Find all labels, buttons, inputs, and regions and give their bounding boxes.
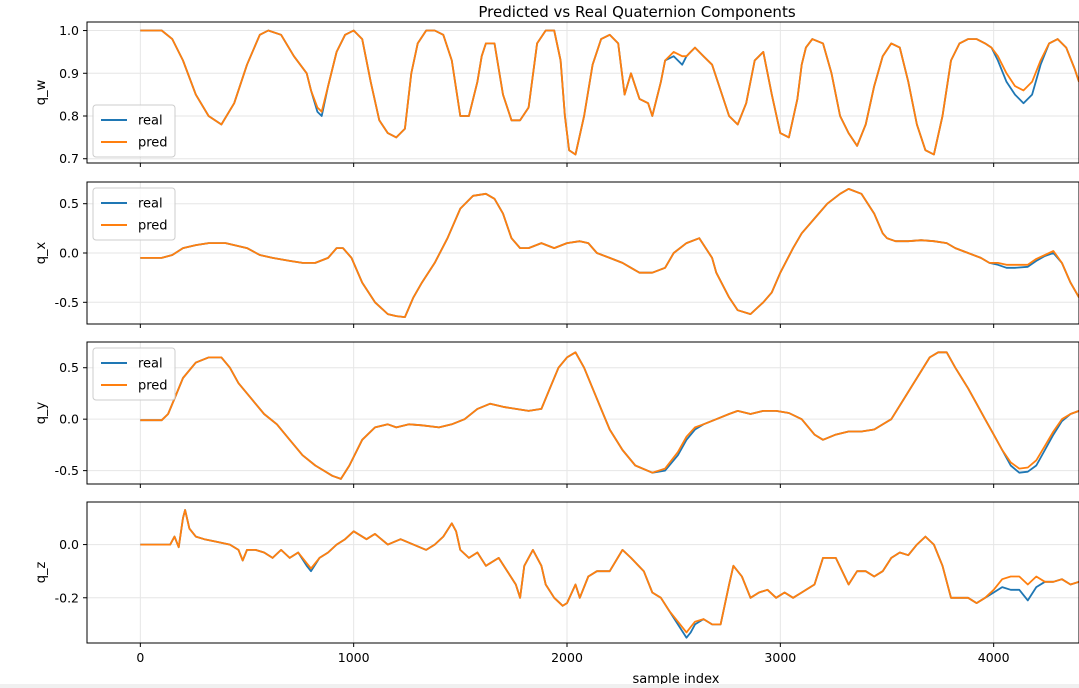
y-tick-label: 0.0	[59, 246, 79, 261]
legend-label-pred: pred	[138, 219, 168, 234]
x-tick-label: 2000	[551, 650, 583, 665]
legend-label-real: real	[138, 114, 163, 129]
y-axis-label: q_z	[34, 562, 49, 584]
legend: real pred	[92, 104, 176, 158]
subplots: 0.70.80.91.0q_wrealpred-0.50.00.5q_xreal…	[34, 21, 1079, 665]
legend-label-pred: pred	[138, 136, 168, 151]
series-group	[140, 509, 1079, 639]
y-tick-label: 0.7	[59, 151, 79, 166]
series-group	[140, 351, 1079, 480]
y-tick-label: 0.8	[59, 109, 79, 124]
figure-title: Predicted vs Real Quaternion Components	[478, 3, 795, 21]
y-tick-label: -0.5	[55, 295, 79, 310]
legend-box	[92, 347, 176, 401]
legend-label-pred: pred	[138, 379, 168, 394]
y-tick-label: -0.5	[55, 463, 79, 478]
series-group	[140, 29, 1079, 156]
series-line-pred	[140, 29, 1079, 156]
x-tick-label: 0	[136, 650, 144, 665]
x-tick-label: 1000	[338, 650, 370, 665]
y-tick-label: 1.0	[59, 23, 79, 38]
legend: real pred	[92, 187, 176, 241]
legend-label-real: real	[138, 357, 163, 372]
y-tick-label: 0.9	[59, 66, 79, 81]
series-group	[140, 188, 1079, 318]
legend-box	[92, 187, 176, 241]
legend: real pred	[92, 347, 176, 401]
series-line-pred	[140, 509, 1079, 634]
legend-box	[92, 104, 176, 158]
subplot-qz: -0.2 0.0 0 1000 2000 3000 4000 q_z	[34, 501, 1079, 665]
bottom-strip	[0, 684, 1079, 688]
x-tick-label: 4000	[978, 650, 1010, 665]
y-axis-label: q_y	[34, 401, 49, 424]
y-tick-label: 0.5	[59, 360, 79, 375]
y-axis-label: q_w	[34, 79, 49, 105]
series-line-pred	[140, 188, 1079, 318]
subplot-qx: -0.5 0.0 0.5 q_x real pred	[34, 181, 1079, 328]
y-axis-label: q_x	[34, 241, 49, 264]
y-tick-label: 0.5	[59, 196, 79, 211]
subplot-qy: -0.5 0.0 0.5 q_y real pred	[34, 341, 1079, 488]
y-tick-label: 0.0	[59, 412, 79, 427]
y-tick-label: 0.0	[59, 537, 79, 552]
legend-label-real: real	[138, 197, 163, 212]
x-axis-label: sample index	[633, 672, 720, 687]
axes-frame	[86, 21, 1079, 164]
x-tick-label: 3000	[764, 650, 796, 665]
series-line-pred	[140, 351, 1079, 480]
y-tick-label: -0.2	[55, 590, 79, 605]
axes-frame	[86, 501, 1079, 644]
axes-frame	[86, 341, 1079, 485]
